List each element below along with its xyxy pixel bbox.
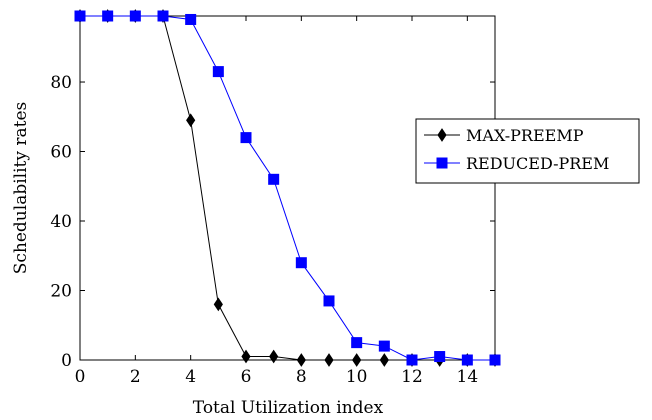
data-point-reduced-prem (434, 351, 446, 363)
y-tick-label: 40 (50, 212, 72, 232)
legend: MAX-PREEMP REDUCED-PREM (415, 118, 640, 184)
data-point-reduced-prem (268, 173, 280, 185)
x-tick-label: 8 (296, 367, 307, 387)
legend-box (415, 118, 640, 184)
data-point-max-preemp (213, 297, 223, 312)
series-line-reduced-prem (80, 15, 495, 361)
data-point-max-preemp (379, 353, 389, 367)
data-point-reduced-prem (489, 354, 501, 366)
data-point-reduced-prem (129, 10, 141, 22)
data-point-reduced-prem (157, 10, 169, 22)
legend-label-max-preemp: MAX-PREEMP (466, 126, 584, 145)
data-point-reduced-prem (461, 354, 473, 366)
data-point-reduced-prem (351, 337, 363, 349)
y-tick-label: 80 (50, 73, 72, 93)
data-point-max-preemp (241, 349, 251, 364)
y-axis-title: Schedulability rates (11, 102, 31, 275)
y-tick-label: 0 (61, 351, 72, 371)
data-point-reduced-prem (185, 13, 197, 25)
x-tick-label: 10 (346, 367, 368, 387)
data-point-reduced-prem (295, 257, 307, 269)
legend-marker-reduced-prem (436, 157, 448, 169)
data-point-max-preemp (269, 349, 279, 364)
x-tick-label: 14 (457, 367, 479, 387)
data-point-reduced-prem (102, 10, 114, 22)
y-tick-label: 20 (50, 282, 72, 302)
plot-area: 0 2 4 6 8 10 12 14 0 20 40 60 80 (50, 9, 501, 387)
data-point-max-preemp (296, 353, 306, 367)
data-point-max-preemp (186, 113, 196, 128)
data-point-max-preemp (324, 353, 334, 367)
data-point-reduced-prem (378, 340, 390, 352)
x-tick-label: 0 (75, 367, 86, 387)
x-tick-label: 12 (401, 367, 423, 387)
data-point-reduced-prem (323, 295, 335, 307)
x-axis-title: Total Utilization index (193, 398, 384, 418)
y-tick-label: 60 (50, 143, 72, 163)
x-tick-label: 6 (241, 367, 252, 387)
data-point-max-preemp (352, 353, 362, 367)
axes-frame (79, 15, 496, 361)
data-point-reduced-prem (240, 132, 252, 144)
data-point-reduced-prem (406, 354, 418, 366)
x-tick-label: 4 (185, 367, 196, 387)
series-line-max-preemp (80, 15, 495, 361)
data-point-reduced-prem (74, 10, 86, 22)
data-point-reduced-prem (212, 66, 224, 78)
legend-label-reduced-prem: REDUCED-PREM (466, 154, 609, 173)
legend-marker-max-preemp (437, 128, 447, 142)
x-tick-label: 2 (130, 367, 141, 387)
